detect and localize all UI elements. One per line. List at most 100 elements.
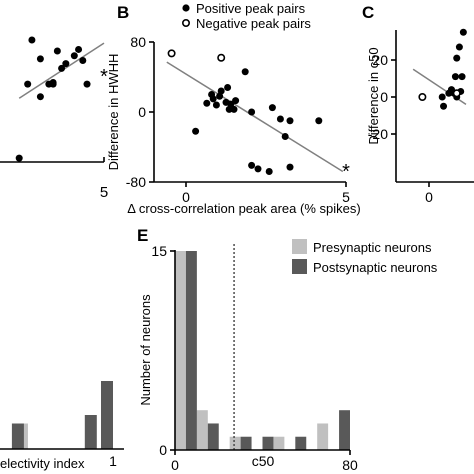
panel-a-positive-point [28, 36, 36, 44]
panel-e-post-bar [240, 436, 252, 450]
panel-c-scatter: C 20 0 -20 0 Difference in c50 [362, 3, 474, 205]
panel-a-positive-point [79, 56, 87, 64]
panel-e-x-tick-label: 80 [342, 457, 358, 473]
panel-d-x-tick-label-1: 1 [109, 453, 117, 469]
legend-negative-label: Negative peak pairs [196, 16, 311, 31]
legend-negative-marker [182, 18, 191, 27]
panel-e-y-tick-label: 15 [151, 243, 167, 259]
panel-b-positive-point [268, 104, 276, 112]
panel-e-pre-bar [273, 436, 285, 450]
panel-b-y-tick-label: 0 [138, 104, 146, 120]
panel-e-x-axis-label: c50 [252, 453, 275, 469]
panel-b-x-axis-label: Δ cross-correlation peak area (% spikes) [127, 201, 360, 216]
panel-b-positive-point [232, 97, 240, 105]
panel-b-x-tick-label: 5 [342, 189, 350, 205]
legend-postsynaptic-label: Postsynaptic neurons [313, 260, 438, 275]
panel-b-positive-point [315, 117, 323, 125]
panel-d-post-bar [84, 415, 97, 449]
panel-c-y-tick-label: 20 [372, 52, 388, 68]
panel-c-y-tick-label: -20 [368, 126, 388, 142]
panel-c-y-tick-label: 0 [380, 89, 388, 105]
panel-a-positive-point [62, 60, 70, 68]
panel-b-positive-point [265, 168, 273, 175]
legend-positive-label: Positive peak pairs [196, 1, 306, 16]
panel-e-x-tick-label: 0 [171, 457, 179, 473]
panel-b-positive-point [209, 95, 217, 103]
panel-b-x-tick-label: 0 [182, 189, 190, 205]
panel-e-y-axis-label: Number of neurons [138, 294, 153, 406]
panel-b-positive-point [248, 108, 256, 116]
panel-b-positive-point [254, 165, 262, 173]
panel-b-positive-point [224, 84, 232, 91]
panel-c-positive-point [459, 28, 467, 36]
panel-c-negative-point [452, 89, 461, 98]
panel-a-positive-point [36, 93, 44, 101]
legend-presynaptic-label: Presynaptic neurons [313, 240, 432, 255]
panel-e-post-bar [339, 410, 350, 450]
panel-e-post-bar [295, 436, 307, 450]
panel-d-post-bar [11, 423, 24, 449]
panel-c-positive-point [451, 73, 459, 81]
legend-postsynaptic-swatch [292, 259, 307, 274]
panel-b-positive-point [248, 161, 256, 169]
panel-b-positive-point [216, 92, 224, 100]
panel-b-positive-point [286, 117, 294, 125]
panel-a-positive-point [36, 55, 44, 63]
panel-b-positive-point [281, 133, 289, 140]
panel-e-y-tick-label: 0 [159, 442, 167, 458]
panel-b-positive-point [241, 68, 249, 76]
panel-b-positive-point [203, 99, 211, 107]
panel-a-positive-point [75, 45, 83, 53]
panel-e-histogram: E Presynaptic neurons Postsynaptic neuro… [137, 226, 438, 473]
panel-e-pre-bar [196, 410, 208, 450]
panel-c-positive-point [440, 102, 448, 110]
panel-a-positive-point [83, 80, 91, 88]
panel-a-scatter: 5 * [0, 36, 108, 201]
legend-positive-marker [182, 4, 190, 12]
panel-e-post-bar [185, 251, 197, 450]
panel-b-y-axis-label: Difference in HWHH [106, 54, 121, 171]
panel-b-positive-point [212, 101, 220, 109]
panel-b-letter: B [117, 3, 129, 22]
panel-b-y-tick-label: -80 [126, 174, 146, 190]
panel-e-pre-bar [175, 251, 186, 450]
panel-e-post-bar [207, 423, 219, 450]
panel-c-x-tick-label: 0 [425, 189, 433, 205]
panel-b-positive-point [227, 100, 235, 108]
panel-d-histogram: electivity index 1 [0, 381, 124, 471]
panel-a-positive-point [53, 47, 61, 55]
panel-b-positive-point [276, 115, 284, 123]
panel-a-positive-point [24, 80, 32, 88]
panel-c-positive-point [438, 93, 446, 101]
panel-a-positive-point [15, 154, 23, 162]
panel-b-positive-point [230, 105, 238, 113]
panel-b-negative-point [167, 49, 176, 58]
panel-b-positive-point [286, 163, 294, 171]
panel-d-post-bar [101, 381, 113, 449]
panel-b-positive-point [192, 127, 200, 135]
panel-b-fit-line [166, 61, 344, 173]
panel-c-letter: C [362, 3, 374, 22]
panel-e-pre-bar [317, 423, 329, 450]
panel-c-positive-point [458, 73, 466, 81]
panel-b-scatter: B Positive peak pairs Negative peak pair… [106, 1, 361, 216]
panel-a-positive-point [70, 52, 78, 60]
panel-e-pre-bar [229, 436, 241, 450]
panel-a-positive-point [49, 79, 57, 87]
panel-c-negative-point [418, 93, 427, 102]
panel-e-letter: E [137, 226, 148, 245]
panel-a-positive-point [58, 64, 66, 72]
panel-a-asterisk: * [100, 66, 108, 88]
panel-e-post-bar [262, 436, 274, 450]
panel-d-x-axis-label: electivity index [0, 456, 85, 471]
panel-c-positive-point [445, 89, 453, 97]
panel-a-x-tick-label-5: 5 [100, 184, 108, 201]
panel-c-y-axis-label: Difference in c50 [366, 47, 381, 144]
panel-b-positive-point [225, 105, 233, 113]
panel-c-positive-point [455, 43, 463, 51]
panel-c-positive-point [453, 54, 461, 62]
panel-b-asterisk: * [342, 161, 350, 183]
legend-presynaptic-swatch [292, 239, 307, 254]
panel-b-negative-point [217, 53, 226, 62]
